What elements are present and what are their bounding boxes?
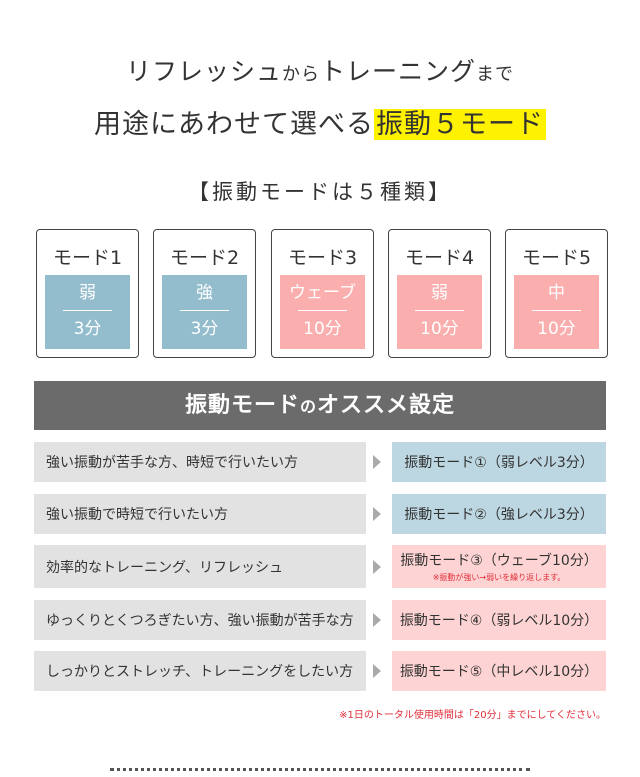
heading-highlight: 振動５モード [374, 109, 546, 140]
use-case: 効率的なトレーニング、リフレッシュ [34, 545, 366, 588]
footnote: ※1日のトータル使用時間は「20分」までにしてください。 [339, 710, 606, 721]
mode-label: 振動モード②（強レベル3分） [404, 507, 594, 523]
recommended-mode: 振動モード①（弱レベル3分） [392, 442, 606, 482]
mode-time: 10分 [537, 319, 576, 339]
recommended-mode: 振動モード③（ウェーブ10分） ※振動が強い→弱いを繰り返します。 [392, 545, 606, 588]
arrow-right-icon [373, 613, 381, 627]
mode-level: 中 [514, 275, 599, 311]
subtitle: 【振動モードは５種類】 [188, 180, 452, 204]
mode-level: 弱 [397, 275, 482, 311]
use-case: 強い振動で時短で行いたい方 [34, 494, 366, 534]
use-case: しっかりとストレッチ、トレーニングをしたい方 [34, 651, 366, 691]
heading-line2: 用途にあわせて選べる振動５モード [0, 102, 640, 141]
mode-detail-box: 中 10分 [514, 275, 599, 349]
arrow-right-icon [373, 559, 381, 574]
recommended-mode: 振動モード②（強レベル3分） [392, 494, 606, 534]
mode-label: 振動モード③（ウェーブ10分） [400, 553, 598, 569]
heading-text: 用途にあわせて選べる [94, 109, 374, 140]
mode-name: モード1 [52, 247, 123, 269]
mode-time: 10分 [420, 319, 459, 339]
mode-detail-box: ウェーブ 10分 [280, 275, 365, 349]
title-text: オススメ設定 [317, 393, 456, 418]
mode-name: モード4 [404, 247, 475, 269]
heading-text: まで [476, 64, 515, 85]
mode-label: 振動モード④（弱レベル10分） [399, 613, 599, 629]
mode-level: 強 [162, 275, 247, 311]
recommend-row: 強い振動が苦手な方、時短で行いたい方 振動モード①（弱レベル3分） [34, 442, 606, 482]
mode-card: モード5 中 10分 [505, 229, 608, 358]
mode-detail-box: 弱 3分 [45, 275, 130, 349]
mode-detail-box: 強 3分 [162, 275, 247, 349]
recommend-row: 効率的なトレーニング、リフレッシュ 振動モード③（ウェーブ10分） ※振動が強い… [34, 545, 606, 588]
mode-card: モード4 弱 10分 [388, 229, 491, 358]
heading-line1: リフレッシュからトレーニングまで [0, 52, 640, 88]
mode-note: ※振動が強い→弱いを繰り返します。 [432, 573, 566, 582]
heading-text: トレーニング [320, 57, 477, 86]
arrow-right-icon [373, 455, 381, 469]
mode-time: 10分 [303, 319, 342, 339]
recommended-mode: 振動モード④（弱レベル10分） [392, 600, 606, 640]
use-case: ゆっくりとくつろぎたい方、強い振動が苦手な方 [34, 600, 366, 640]
arrow-right-icon [373, 507, 381, 521]
mode-label: 振動モード⑤（中レベル10分） [399, 664, 599, 680]
arrow-right-icon [373, 664, 381, 678]
mode-card: モード1 弱 3分 [36, 229, 139, 358]
mode-card: モード2 強 3分 [153, 229, 256, 358]
heading-text: リフレッシュ [125, 57, 282, 86]
recommend-row: 強い振動で時短で行いたい方 振動モード②（強レベル3分） [34, 494, 606, 534]
mode-detail-box: 弱 10分 [397, 275, 482, 349]
recommend-row: ゆっくりとくつろぎたい方、強い振動が苦手な方 振動モード④（弱レベル10分） [34, 600, 606, 640]
mode-level: 弱 [45, 275, 130, 311]
title-text: 振動モード [184, 393, 300, 418]
mode-level: ウェーブ [280, 275, 365, 311]
recommended-mode: 振動モード⑤（中レベル10分） [392, 651, 606, 691]
mode-card: モード3 ウェーブ 10分 [271, 229, 374, 358]
dotted-divider [110, 768, 530, 771]
heading-text: から [282, 64, 320, 85]
use-case: 強い振動が苦手な方、時短で行いたい方 [34, 442, 366, 482]
recommend-row: しっかりとストレッチ、トレーニングをしたい方 振動モード⑤（中レベル10分） [34, 651, 606, 691]
mode-time: 3分 [73, 319, 102, 339]
title-text: の [299, 397, 317, 416]
recommend-title: 振動モードのオススメ設定 [34, 381, 606, 430]
mode-name: モード5 [521, 247, 592, 269]
mode-time: 3分 [190, 319, 219, 339]
mode-name: モード2 [169, 247, 240, 269]
mode-label: 振動モード①（弱レベル3分） [404, 455, 594, 471]
mode-name: モード3 [287, 247, 358, 269]
